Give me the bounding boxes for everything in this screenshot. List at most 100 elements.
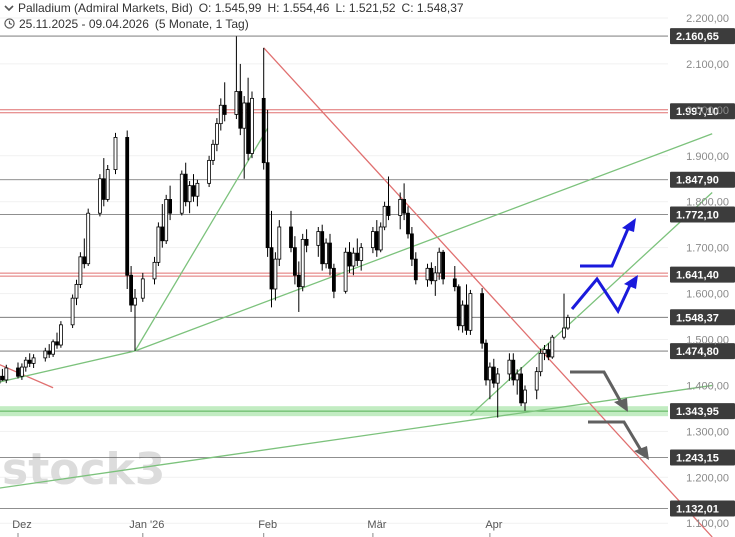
candle[interactable] (328, 233, 332, 276)
candle[interactable] (320, 224, 325, 271)
candle[interactable] (238, 63, 243, 136)
candle[interactable] (511, 353, 516, 386)
candle[interactable] (82, 238, 87, 269)
candle[interactable] (402, 183, 407, 221)
candle[interactable] (507, 353, 512, 381)
candle[interactable] (105, 164, 110, 202)
candle[interactable] (550, 334, 555, 359)
candle[interactable] (491, 358, 496, 388)
candle[interactable] (261, 47, 266, 170)
candle[interactable] (433, 266, 438, 296)
candle[interactable] (484, 339, 488, 386)
candle[interactable] (140, 272, 145, 302)
candle[interactable] (289, 210, 293, 253)
candle[interactable] (101, 158, 106, 207)
candle[interactable] (515, 369, 520, 395)
candle[interactable] (23, 356, 28, 372)
candle[interactable] (160, 204, 165, 248)
candle[interactable] (534, 367, 539, 400)
candle[interactable] (222, 82, 227, 122)
candle[interactable] (59, 321, 63, 348)
candle[interactable] (246, 77, 251, 161)
candle[interactable] (562, 293, 566, 340)
candle[interactable] (211, 139, 215, 165)
candle[interactable] (343, 247, 348, 294)
candle[interactable] (265, 109, 270, 257)
candle[interactable] (242, 96, 247, 179)
candle[interactable] (495, 367, 500, 418)
candle[interactable] (179, 170, 184, 216)
candle[interactable] (406, 206, 410, 239)
candle[interactable] (164, 194, 169, 244)
candle[interactable] (359, 243, 364, 271)
candle[interactable] (125, 130, 130, 289)
candle[interactable] (378, 222, 383, 253)
candle[interactable] (195, 179, 200, 207)
candle[interactable] (464, 284, 469, 335)
candle[interactable] (370, 226, 375, 254)
candle[interactable] (43, 347, 48, 362)
candle[interactable] (429, 262, 434, 285)
candle[interactable] (74, 279, 79, 306)
candle[interactable] (460, 300, 465, 333)
candle[interactable] (16, 362, 20, 379)
candle[interactable] (55, 332, 59, 349)
candle[interactable] (487, 362, 492, 400)
candle[interactable] (234, 36, 239, 120)
candle[interactable] (437, 247, 442, 280)
candle[interactable] (218, 98, 223, 131)
candle[interactable] (250, 91, 254, 159)
candle[interactable] (133, 288, 137, 351)
candle[interactable] (566, 314, 570, 330)
candle[interactable] (538, 348, 543, 377)
candle[interactable] (441, 249, 446, 285)
candle[interactable] (269, 210, 274, 308)
candle[interactable] (347, 242, 352, 273)
chevron-down-icon[interactable] (4, 3, 14, 13)
candle[interactable] (413, 252, 418, 285)
candle[interactable] (398, 192, 403, 230)
candle[interactable] (296, 261, 301, 312)
candle[interactable] (214, 118, 219, 152)
candle[interactable] (191, 174, 196, 202)
candle[interactable] (542, 345, 547, 361)
candle[interactable] (351, 247, 356, 276)
candle[interactable] (546, 343, 551, 361)
candle[interactable] (0, 368, 5, 381)
candle[interactable] (113, 132, 118, 175)
candle[interactable] (152, 256, 157, 285)
candle[interactable] (304, 229, 309, 253)
candle[interactable] (456, 284, 461, 331)
candle[interactable] (27, 353, 32, 368)
candle[interactable] (523, 385, 527, 411)
candle[interactable] (452, 266, 457, 292)
candle[interactable] (273, 252, 278, 301)
candle[interactable] (19, 363, 24, 380)
candle[interactable] (86, 208, 91, 267)
candle[interactable] (47, 344, 52, 358)
candle[interactable] (382, 201, 387, 231)
candle[interactable] (374, 220, 379, 257)
candle[interactable] (187, 181, 192, 214)
candle[interactable] (480, 288, 485, 349)
candle[interactable] (355, 238, 360, 267)
candle[interactable] (207, 155, 212, 188)
candle[interactable] (4, 364, 9, 384)
candle[interactable] (409, 226, 414, 267)
candle[interactable] (129, 266, 134, 312)
candle[interactable] (386, 176, 391, 221)
candle[interactable] (331, 263, 336, 299)
candle[interactable] (468, 289, 473, 335)
candle[interactable] (277, 220, 282, 267)
candle[interactable] (316, 226, 321, 257)
candle[interactable] (78, 252, 83, 289)
candle[interactable] (300, 233, 305, 292)
candle[interactable] (98, 174, 102, 217)
candle[interactable] (156, 222, 161, 267)
candle[interactable] (519, 367, 523, 407)
candle[interactable] (183, 162, 188, 207)
candle[interactable] (70, 294, 75, 329)
candle[interactable] (292, 236, 297, 285)
candle[interactable] (31, 354, 36, 368)
